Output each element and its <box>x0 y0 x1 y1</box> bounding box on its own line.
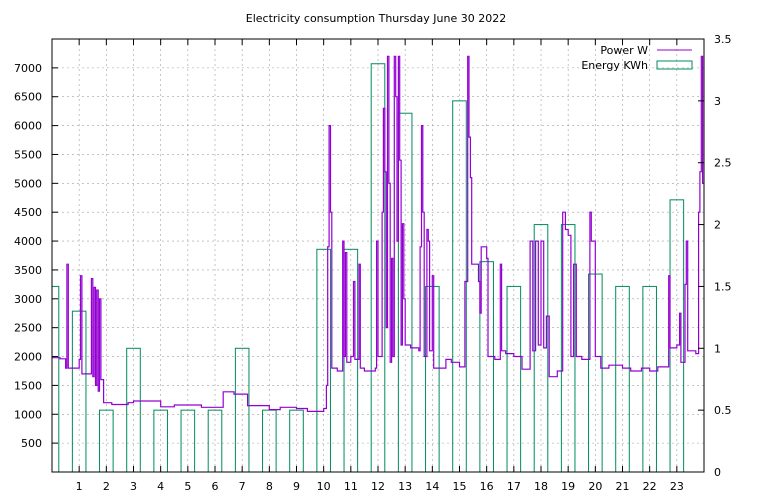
power-series <box>52 55 704 412</box>
x-tick-label: 6 <box>212 480 219 493</box>
y-left-tick-label: 7000 <box>14 62 42 75</box>
x-tick-label: 5 <box>184 480 191 493</box>
y-left-tick-label: 6000 <box>14 120 42 133</box>
y-right-tick-label: 0 <box>714 466 721 479</box>
y-right-tick-label: 1 <box>714 342 721 355</box>
legend-energy-swatch <box>656 60 693 70</box>
x-tick-label: 2 <box>103 480 110 493</box>
y-right-tick-labels: 0 0.5 1 1.5 2 2.5 3 3.5 <box>714 33 732 479</box>
x-tick-label: 10 <box>317 480 331 493</box>
x-tick-label: 11 <box>344 480 358 493</box>
y-left-tick-label: 3500 <box>14 264 42 277</box>
y-left-tick-label: 5500 <box>14 148 42 161</box>
x-tick-label: 12 <box>371 480 385 493</box>
chart-title: Electricity consumption Thursday June 30… <box>246 12 506 25</box>
x-tick-label: 18 <box>534 480 548 493</box>
y-left-tick-label: 4500 <box>14 206 42 219</box>
y-right-tick-label: 3.5 <box>714 33 732 46</box>
y-left-tick-labels: 500 1000 1500 2000 2500 3000 3500 4000 4500 5000 5… <box>14 62 42 450</box>
plot-frame <box>51 38 705 473</box>
x-tick-label: 7 <box>239 480 246 493</box>
x-tick-label: 14 <box>425 480 439 493</box>
y-left-tick-label: 500 <box>21 437 42 450</box>
y-right-tick-label: 0.5 <box>714 404 732 417</box>
legend: Power W Energy KWh <box>581 44 693 72</box>
y-left-tick-label: 2500 <box>14 322 42 335</box>
y-left-tick-label: 3000 <box>14 293 42 306</box>
x-tick-label: 22 <box>643 480 657 493</box>
x-tick-label: 1 <box>76 480 83 493</box>
x-tick-label: 3 <box>130 480 137 493</box>
y-left-tick-label: 4000 <box>14 235 42 248</box>
y-left-tick-label: 2000 <box>14 351 42 364</box>
x-tick-labels: 1 2 3 4 5 6 7 8 9 10 11 12 13 14 15 16 17 18 19 20 21 22 23 <box>76 480 684 493</box>
x-tick-label: 16 <box>480 480 494 493</box>
y-right-tick-label: 2.5 <box>714 157 732 170</box>
legend-power-label: Power W <box>600 44 648 57</box>
x-tick-label: 8 <box>266 480 273 493</box>
y-left-tick-label: 6500 <box>14 91 42 104</box>
x-tick-label: 20 <box>588 480 602 493</box>
x-tick-label: 21 <box>616 480 630 493</box>
y-right-tick-label: 2 <box>714 219 721 232</box>
y-right-tick-label: 3 <box>714 95 721 108</box>
x-tick-label: 9 <box>293 480 300 493</box>
legend-energy-label: Energy KWh <box>581 59 648 72</box>
power-line <box>52 55 704 412</box>
y-right-tick-label: 1.5 <box>714 280 732 293</box>
x-tick-label: 15 <box>453 480 467 493</box>
x-tick-label: 13 <box>398 480 412 493</box>
y-left-tick-label: 5000 <box>14 177 42 190</box>
x-tick-label: 4 <box>157 480 164 493</box>
x-tick-label: 17 <box>507 480 521 493</box>
y-left-tick-label: 1500 <box>14 379 42 392</box>
y-left-tick-label: 1000 <box>14 408 42 421</box>
x-tick-label: 19 <box>561 480 575 493</box>
x-tick-label: 23 <box>670 480 684 493</box>
